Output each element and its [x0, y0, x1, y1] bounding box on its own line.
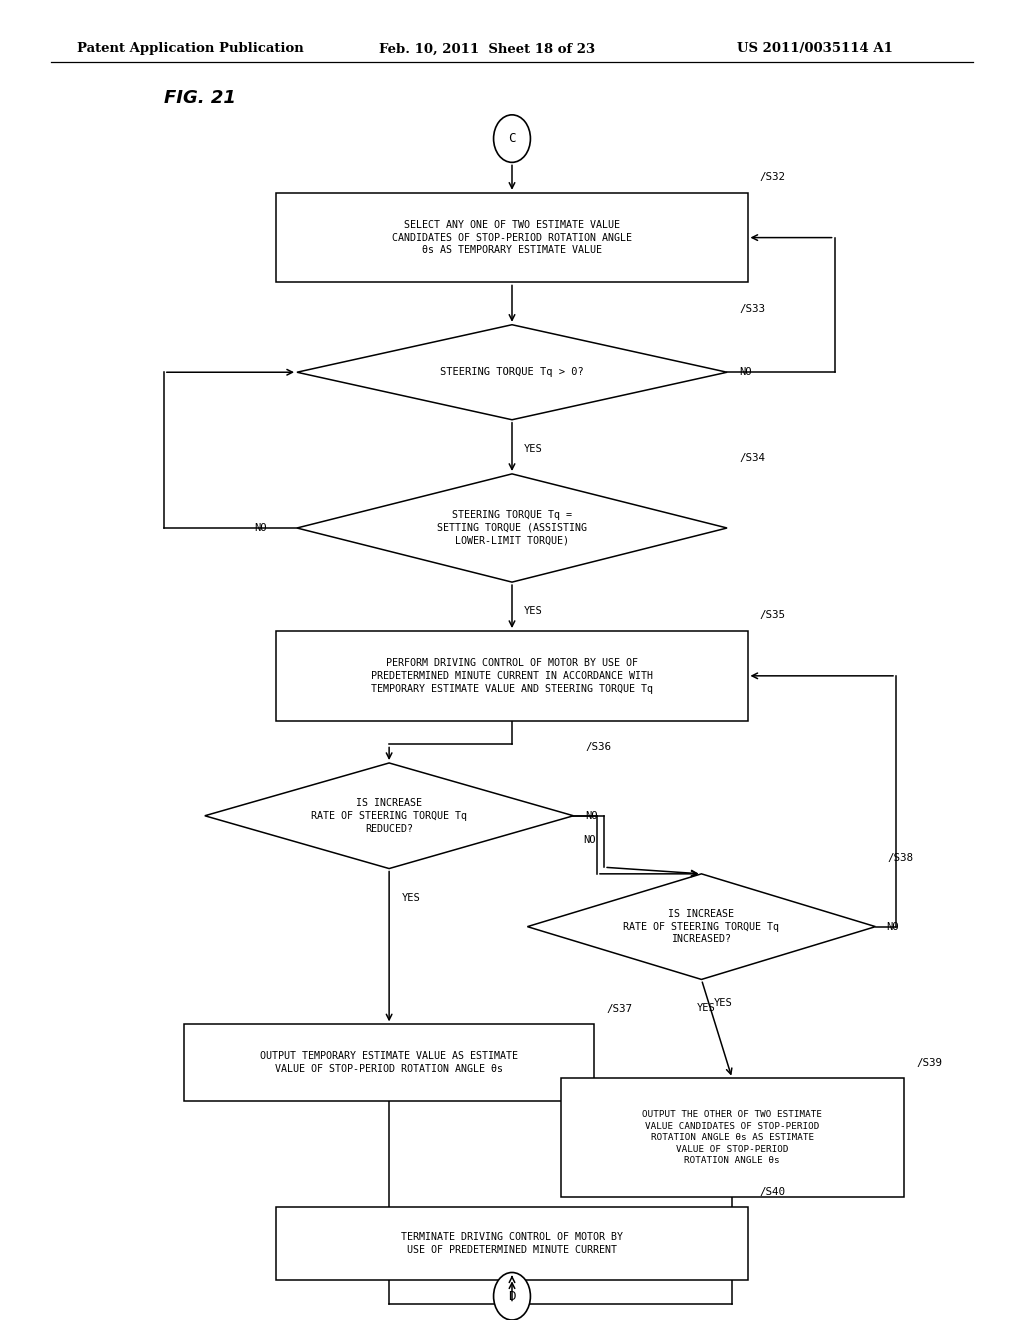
Polygon shape — [297, 325, 727, 420]
Text: YES: YES — [696, 1003, 715, 1014]
Text: Patent Application Publication: Patent Application Publication — [77, 42, 303, 55]
Text: OUTPUT THE OTHER OF TWO ESTIMATE
VALUE CANDIDATES OF STOP-PERIOD
ROTATION ANGLE : OUTPUT THE OTHER OF TWO ESTIMATE VALUE C… — [642, 1110, 822, 1166]
Text: NO: NO — [586, 810, 598, 821]
Text: STEERING TORQUE Tq =
SETTING TORQUE (ASSISTING
LOWER-LIMIT TORQUE): STEERING TORQUE Tq = SETTING TORQUE (ASS… — [437, 511, 587, 545]
Polygon shape — [205, 763, 573, 869]
Text: TERMINATE DRIVING CONTROL OF MOTOR BY
USE OF PREDETERMINED MINUTE CURRENT: TERMINATE DRIVING CONTROL OF MOTOR BY US… — [401, 1232, 623, 1255]
Text: IS INCREASE
RATE OF STEERING TORQUE Tq
REDUCED?: IS INCREASE RATE OF STEERING TORQUE Tq R… — [311, 799, 467, 833]
Text: /S37: /S37 — [606, 1003, 632, 1014]
Text: /S34: /S34 — [739, 453, 765, 463]
Text: /S36: /S36 — [586, 742, 611, 752]
Text: IS INCREASE
RATE OF STEERING TORQUE Tq
INCREASED?: IS INCREASE RATE OF STEERING TORQUE Tq I… — [624, 909, 779, 944]
Text: OUTPUT TEMPORARY ESTIMATE VALUE AS ESTIMATE
VALUE OF STOP-PERIOD ROTATION ANGLE : OUTPUT TEMPORARY ESTIMATE VALUE AS ESTIM… — [260, 1051, 518, 1074]
Text: NO: NO — [886, 921, 898, 932]
Circle shape — [494, 1272, 530, 1320]
Text: NO: NO — [584, 834, 596, 845]
Text: YES: YES — [401, 892, 420, 903]
Text: /S32: /S32 — [760, 172, 785, 182]
Polygon shape — [527, 874, 876, 979]
Text: YES: YES — [524, 444, 543, 454]
Polygon shape — [297, 474, 727, 582]
Bar — [276, 193, 748, 282]
Text: /S40: /S40 — [760, 1187, 785, 1196]
Text: YES: YES — [714, 998, 732, 1008]
Text: US 2011/0035114 A1: US 2011/0035114 A1 — [737, 42, 893, 55]
Bar — [561, 1078, 904, 1197]
Text: /S33: /S33 — [739, 304, 765, 314]
Text: SELECT ANY ONE OF TWO ESTIMATE VALUE
CANDIDATES OF STOP-PERIOD ROTATION ANGLE
θs: SELECT ANY ONE OF TWO ESTIMATE VALUE CAN… — [392, 220, 632, 255]
Text: STEERING TORQUE Tq > 0?: STEERING TORQUE Tq > 0? — [440, 367, 584, 378]
Text: /S38: /S38 — [888, 853, 913, 863]
Text: YES: YES — [524, 606, 543, 616]
Text: FIG. 21: FIG. 21 — [164, 88, 236, 107]
Text: NO: NO — [254, 523, 266, 533]
Text: /S35: /S35 — [760, 610, 785, 620]
Text: C: C — [508, 132, 516, 145]
Bar — [276, 631, 748, 721]
Text: PERFORM DRIVING CONTROL OF MOTOR BY USE OF
PREDETERMINED MINUTE CURRENT IN ACCOR: PERFORM DRIVING CONTROL OF MOTOR BY USE … — [371, 659, 653, 693]
Bar — [184, 1024, 594, 1101]
Circle shape — [494, 115, 530, 162]
Text: /S39: /S39 — [915, 1057, 942, 1068]
Bar — [276, 1206, 748, 1280]
Text: NO: NO — [739, 367, 752, 378]
Text: Feb. 10, 2011  Sheet 18 of 23: Feb. 10, 2011 Sheet 18 of 23 — [379, 42, 595, 55]
Text: D: D — [508, 1290, 516, 1303]
